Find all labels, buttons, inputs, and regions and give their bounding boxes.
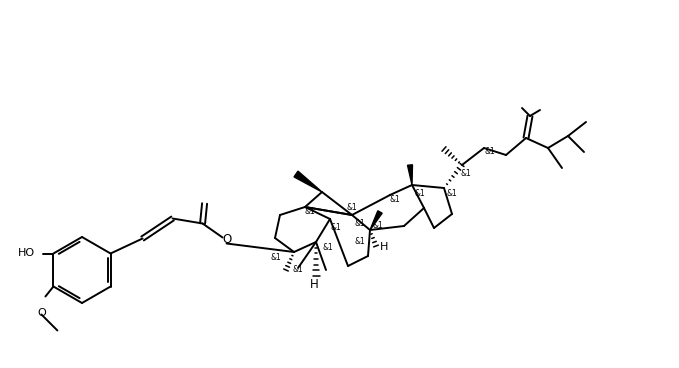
Text: &1: &1: [271, 252, 281, 262]
Text: HO: HO: [18, 248, 35, 258]
Text: &1: &1: [415, 188, 425, 198]
Text: O: O: [37, 308, 45, 318]
Text: &1: &1: [346, 202, 357, 212]
Text: &1: &1: [447, 188, 458, 198]
Text: H: H: [380, 242, 388, 252]
Polygon shape: [294, 171, 322, 192]
Text: &1: &1: [460, 169, 471, 177]
Text: &1: &1: [305, 206, 315, 216]
Text: H: H: [310, 277, 318, 290]
Polygon shape: [407, 165, 412, 185]
Text: &1: &1: [485, 148, 496, 156]
Text: &1: &1: [354, 237, 365, 247]
Polygon shape: [370, 211, 382, 230]
Text: O: O: [222, 233, 232, 246]
Text: &1: &1: [293, 265, 304, 275]
Text: &1: &1: [331, 223, 342, 231]
Text: &1: &1: [373, 220, 384, 230]
Text: &1: &1: [323, 243, 333, 251]
Text: &1: &1: [390, 195, 401, 205]
Text: &1: &1: [354, 219, 365, 227]
